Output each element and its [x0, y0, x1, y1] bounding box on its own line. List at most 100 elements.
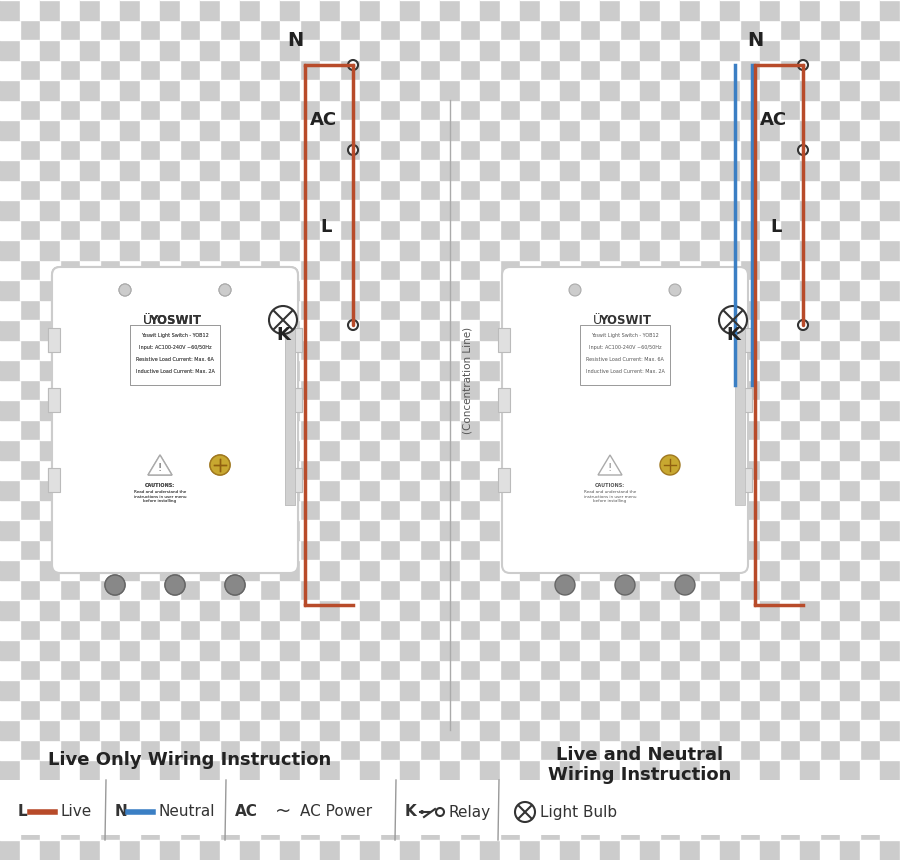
- Bar: [360, 560, 380, 580]
- Bar: [880, 540, 900, 560]
- Circle shape: [436, 808, 444, 816]
- Bar: [140, 140, 160, 160]
- Bar: [560, 380, 580, 400]
- Bar: [480, 440, 500, 460]
- Bar: [820, 780, 840, 800]
- Bar: [400, 660, 420, 680]
- Bar: [80, 820, 100, 840]
- Bar: [660, 120, 680, 140]
- Bar: [440, 160, 460, 180]
- Bar: [290, 468, 302, 492]
- Bar: [860, 560, 880, 580]
- Bar: [400, 400, 420, 420]
- Bar: [300, 120, 320, 140]
- Bar: [220, 780, 240, 800]
- Bar: [780, 60, 800, 80]
- Bar: [860, 300, 880, 320]
- Bar: [800, 220, 820, 240]
- Bar: [200, 460, 220, 480]
- Bar: [440, 260, 460, 280]
- Bar: [700, 560, 720, 580]
- Bar: [420, 500, 440, 520]
- Bar: [680, 440, 700, 460]
- Bar: [280, 100, 300, 120]
- Bar: [60, 20, 80, 40]
- Bar: [60, 820, 80, 840]
- Bar: [500, 160, 520, 180]
- Bar: [140, 500, 160, 520]
- Bar: [80, 380, 100, 400]
- Bar: [640, 160, 660, 180]
- Bar: [160, 480, 180, 500]
- Bar: [620, 20, 640, 40]
- Bar: [720, 680, 740, 700]
- Bar: [540, 500, 560, 520]
- Bar: [540, 440, 560, 460]
- Bar: [560, 140, 580, 160]
- Bar: [520, 300, 540, 320]
- Bar: [180, 240, 200, 260]
- Bar: [540, 200, 560, 220]
- Bar: [240, 460, 260, 480]
- Bar: [840, 800, 860, 820]
- Bar: [340, 120, 360, 140]
- Bar: [600, 500, 620, 520]
- Bar: [120, 820, 140, 840]
- Bar: [480, 620, 500, 640]
- Bar: [240, 80, 260, 100]
- Bar: [400, 240, 420, 260]
- Text: YOSWIT: YOSWIT: [149, 314, 201, 327]
- Bar: [700, 260, 720, 280]
- Text: Resistive Load Current: Max. 6A: Resistive Load Current: Max. 6A: [136, 357, 214, 362]
- Bar: [40, 700, 60, 720]
- Bar: [420, 360, 440, 380]
- Bar: [260, 480, 280, 500]
- Bar: [640, 420, 660, 440]
- Bar: [180, 600, 200, 620]
- Bar: [340, 380, 360, 400]
- Bar: [160, 280, 180, 300]
- Bar: [180, 640, 200, 660]
- Bar: [640, 580, 660, 600]
- Bar: [840, 560, 860, 580]
- Bar: [880, 600, 900, 620]
- Bar: [760, 460, 780, 480]
- Bar: [520, 320, 540, 340]
- Bar: [700, 180, 720, 200]
- Bar: [120, 380, 140, 400]
- Bar: [260, 580, 280, 600]
- Bar: [800, 280, 820, 300]
- Bar: [320, 100, 340, 120]
- Bar: [120, 840, 140, 860]
- Bar: [220, 140, 240, 160]
- Bar: [440, 580, 460, 600]
- Bar: [20, 600, 40, 620]
- Bar: [460, 100, 480, 120]
- Bar: [380, 100, 400, 120]
- Bar: [600, 200, 620, 220]
- Bar: [700, 700, 720, 720]
- Bar: [740, 420, 760, 440]
- Bar: [100, 760, 120, 780]
- Bar: [480, 120, 500, 140]
- Bar: [280, 0, 300, 20]
- Bar: [540, 480, 560, 500]
- Bar: [40, 100, 60, 120]
- Bar: [120, 420, 140, 440]
- Bar: [500, 580, 520, 600]
- Bar: [460, 260, 480, 280]
- Bar: [640, 280, 660, 300]
- Bar: [700, 440, 720, 460]
- Bar: [740, 340, 760, 360]
- Bar: [100, 60, 120, 80]
- Bar: [140, 600, 160, 620]
- Bar: [300, 460, 320, 480]
- Bar: [820, 700, 840, 720]
- Bar: [760, 760, 780, 780]
- Bar: [840, 520, 860, 540]
- Bar: [460, 200, 480, 220]
- Circle shape: [798, 145, 808, 155]
- Bar: [540, 640, 560, 660]
- Bar: [700, 640, 720, 660]
- Bar: [860, 640, 880, 660]
